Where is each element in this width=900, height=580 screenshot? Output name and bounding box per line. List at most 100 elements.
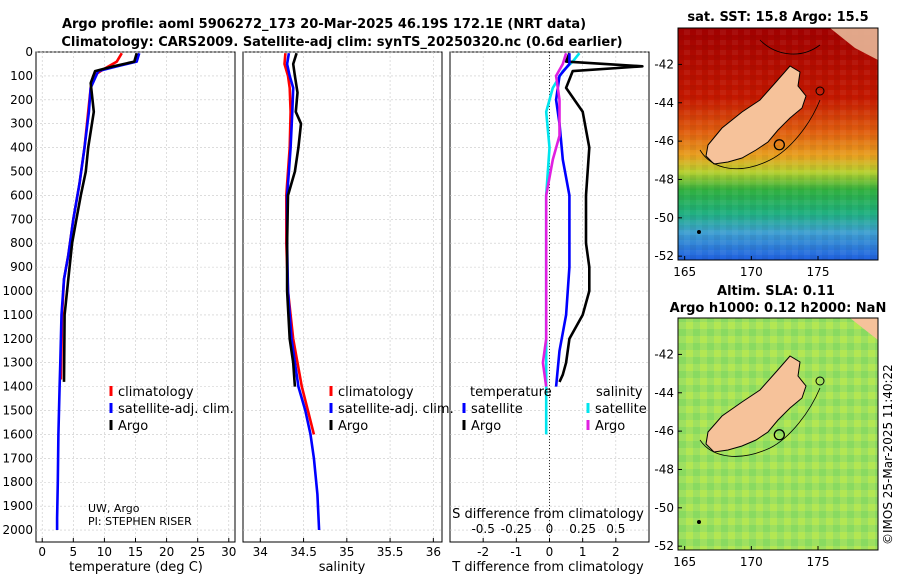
- top-tick-label: 0.5: [606, 522, 625, 536]
- sst-island-circle: [815, 86, 825, 96]
- lat-tick-label: -44: [654, 96, 674, 110]
- timestamp: ©IMOS 25-Mar-2025 11:40:22: [881, 364, 895, 545]
- x-tick-label: 36: [426, 545, 441, 559]
- depth-tick-label: 1800: [2, 475, 33, 489]
- sla-south-island: [705, 355, 807, 453]
- x-tick-label: 2: [612, 545, 620, 559]
- lat-tick-label: -52: [654, 249, 674, 263]
- sst-map-title: sat. SST: 15.8 Argo: 15.5: [687, 10, 868, 25]
- temperature-tick-labels: 0 5 10 15 20 25 30: [38, 538, 236, 559]
- sst-north-island: [830, 28, 878, 60]
- difference-grid: [450, 51, 649, 542]
- x-tick-label: 35: [339, 545, 354, 559]
- lat-tick-label: -48: [654, 462, 674, 476]
- series-line: [554, 53, 571, 387]
- top-tick-label: 0.25: [569, 522, 596, 536]
- lat-tick-label: -50: [654, 501, 674, 515]
- series-line: [62, 52, 138, 382]
- sla-float-marker: [773, 429, 785, 441]
- sla-lon-ticks: 165 170 175: [673, 546, 829, 569]
- temperature-axis-label: temperature (deg C): [69, 560, 203, 575]
- x-tick-label: 15: [128, 545, 143, 559]
- legend-climatology-label: climatology: [118, 385, 194, 400]
- x-tick-label: 0: [38, 545, 46, 559]
- temperature-series: [55, 52, 141, 530]
- lat-tick-label: -52: [654, 539, 674, 553]
- sla-small-island: [697, 520, 701, 524]
- depth-tick-label: 1900: [2, 499, 33, 513]
- sla-map-image: [678, 318, 878, 550]
- top-tick-label: 0: [546, 522, 554, 536]
- temperature-legend: climatology satellite-adj. clim. Argo: [109, 385, 234, 434]
- x-tick-label: 34: [253, 545, 268, 559]
- lat-tick-label: -42: [654, 57, 674, 71]
- depth-tick-label: 300: [10, 117, 33, 131]
- credit-line1: UW, Argo: [88, 502, 140, 515]
- sst-contour-north: [759, 39, 821, 55]
- depth-tick-label: 500: [10, 165, 33, 179]
- sla-map-title-line1: Altim. SLA: 0.11: [717, 284, 835, 299]
- x-tick-label: -1: [510, 545, 522, 559]
- depth-tick-label: 2000: [2, 523, 33, 537]
- lat-tick-label: -46: [654, 424, 674, 438]
- depth-tick-label: 900: [10, 260, 33, 274]
- depth-tick-label: 1500: [2, 404, 33, 418]
- depth-tick-label: 200: [10, 93, 33, 107]
- s-difference-axis-label: S difference from climatology: [452, 507, 644, 522]
- depth-tick-label: 1000: [2, 284, 33, 298]
- legend-argo-label: Argo: [118, 419, 148, 434]
- difference-legend: temperature satellite Argo salinity sate…: [462, 385, 647, 434]
- lon-tick-label: 175: [807, 555, 830, 569]
- legend-argo-label: Argo: [338, 419, 368, 434]
- sst-map-image: [678, 28, 878, 260]
- sla-map-frame: [677, 317, 879, 551]
- lat-tick-label: -48: [654, 172, 674, 186]
- depth-tick-label: 1400: [2, 380, 33, 394]
- x-tick-label: 1: [579, 545, 587, 559]
- lat-tick-label: -46: [654, 134, 674, 148]
- x-tick-label: -2: [477, 545, 489, 559]
- lon-tick-label: 170: [740, 555, 763, 569]
- sst-lat-ticks: -42 -44 -46 -48 -50 -52: [654, 57, 682, 263]
- depth-tick-label: 1300: [2, 356, 33, 370]
- legend-s-argo-label: Argo: [595, 419, 625, 434]
- t-difference-axis-label: T difference from climatology: [451, 560, 644, 575]
- sla-map-title-line2: Argo h1000: 0.12 h2000: NaN: [670, 301, 887, 316]
- salinity-axes: [242, 51, 443, 543]
- series-line: [558, 52, 644, 383]
- depth-tick-label: 1100: [2, 308, 33, 322]
- legend-t-argo-label: Argo: [471, 419, 501, 434]
- x-tick-label: 5: [69, 545, 77, 559]
- t-difference-tick-labels: -2 -1 0 1 2: [477, 538, 620, 559]
- top-tick-label: -0.5: [471, 522, 494, 536]
- lon-tick-label: 165: [673, 555, 696, 569]
- lon-tick-label: 175: [807, 265, 830, 279]
- sla-north-island: [850, 318, 878, 340]
- s-difference-tick-labels: -0.5 -0.25 0 0.25 0.5: [471, 522, 625, 536]
- legend-climatology-label: climatology: [338, 385, 414, 400]
- series-line: [59, 52, 123, 380]
- depth-tick-label: 100: [10, 69, 33, 83]
- difference-series: [541, 52, 644, 435]
- lat-tick-label: -42: [654, 347, 674, 361]
- figure-title-line2: Climatology: CARS2009. Satellite-adj cli…: [61, 35, 622, 50]
- sst-map-frame: [677, 27, 879, 261]
- x-tick-label: 35.5: [377, 545, 404, 559]
- credit-line2: PI: STEPHEN RISER: [88, 515, 192, 528]
- salinity-series: [283, 52, 321, 531]
- figure-title-line1: Argo profile: aoml 5906272_173 20-Mar-20…: [62, 17, 586, 32]
- salinity-legend: climatology satellite-adj. clim. Argo: [329, 385, 454, 434]
- depth-tick-label: 1200: [2, 332, 33, 346]
- lat-tick-label: -44: [654, 386, 674, 400]
- legend-satellite-label: satellite-adj. clim.: [118, 402, 234, 417]
- x-tick-label: 25: [190, 545, 205, 559]
- x-tick-label: 30: [221, 545, 236, 559]
- depth-tick-labels: 0 100 200 300 400 500 600 700 800 900 1000 1100 1200…: [2, 45, 33, 537]
- salinity-grid: [243, 51, 442, 542]
- sla-island-circle: [815, 376, 825, 386]
- sla-lat-ticks: -42 -44 -46 -48 -50 -52: [654, 347, 682, 553]
- legend-t-satellite-label: satellite: [471, 402, 523, 417]
- x-tick-label: 10: [97, 545, 112, 559]
- sst-float-marker: [773, 139, 785, 151]
